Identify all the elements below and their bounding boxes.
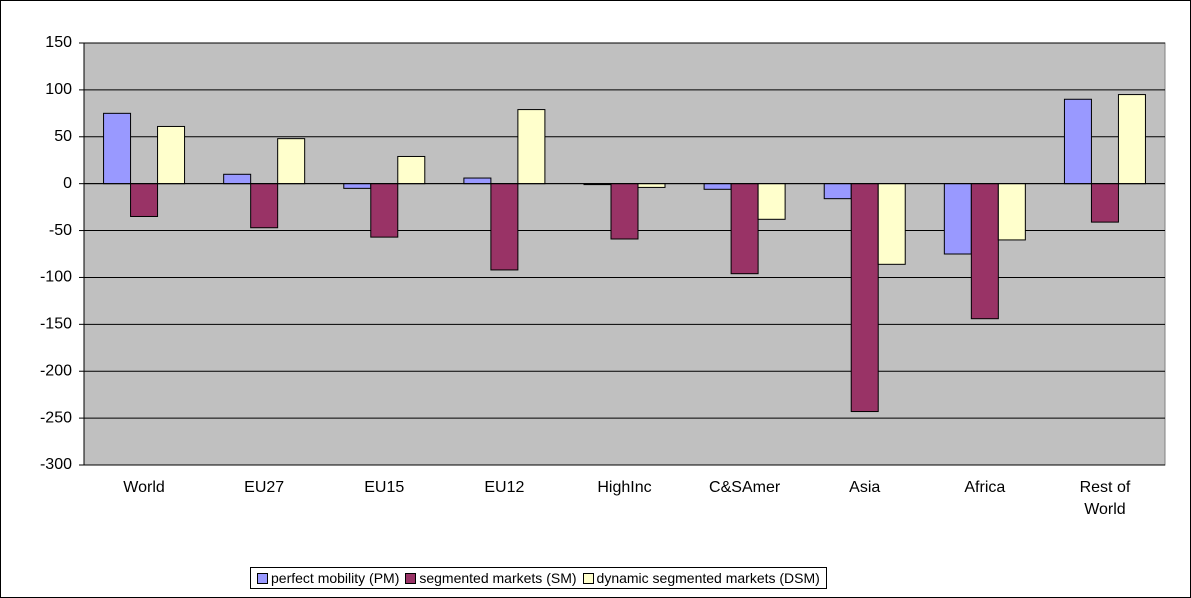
bar bbox=[730, 183, 759, 275]
legend-swatch bbox=[257, 572, 268, 584]
bar bbox=[517, 109, 546, 185]
legend: perfect mobility (PM) segmented markets (… bbox=[250, 567, 827, 589]
x-tick-label: HighInc bbox=[597, 479, 652, 496]
bar bbox=[943, 183, 972, 255]
legend-swatch bbox=[405, 572, 417, 584]
bar bbox=[490, 183, 519, 271]
x-tick-label: World bbox=[123, 479, 165, 496]
legend-item: perfect mobility (PM) bbox=[257, 570, 399, 586]
y-tick-label: -50 bbox=[49, 222, 72, 239]
plot-area bbox=[83, 42, 1166, 466]
y-tick-label: -100 bbox=[40, 269, 72, 286]
bar bbox=[997, 183, 1026, 241]
y-tick-label: -300 bbox=[40, 456, 72, 473]
legend-label: segmented markets (SM) bbox=[419, 570, 577, 586]
y-tick-label: 100 bbox=[45, 81, 72, 98]
bar bbox=[103, 112, 132, 185]
bar bbox=[1090, 183, 1119, 223]
x-tick-label: Rest of World bbox=[1079, 479, 1131, 518]
bar bbox=[823, 183, 852, 200]
bar bbox=[1117, 94, 1146, 185]
x-tick-label: EU15 bbox=[364, 479, 405, 496]
bar bbox=[637, 183, 666, 188]
y-tick-label: -200 bbox=[40, 362, 72, 379]
y-tick-label: 0 bbox=[63, 175, 72, 192]
legend-label: perfect mobility (PM) bbox=[271, 570, 400, 586]
bar bbox=[223, 173, 252, 185]
y-tick-label: 150 bbox=[45, 34, 72, 51]
bar bbox=[757, 183, 786, 220]
y-tick-label: -150 bbox=[40, 316, 72, 333]
bar bbox=[703, 183, 732, 190]
x-tick-label: EU12 bbox=[484, 479, 525, 496]
legend-label: dynamic segmented markets (DSM) bbox=[596, 570, 820, 586]
legend-item: segmented markets (SM) bbox=[405, 570, 577, 586]
x-tick-label: C&SAmer bbox=[709, 479, 781, 496]
y-tick-label: 50 bbox=[54, 128, 72, 145]
bar bbox=[397, 155, 426, 185]
x-tick-label: Asia bbox=[849, 479, 881, 496]
bar bbox=[970, 183, 999, 320]
x-tick-label: Africa bbox=[964, 479, 1006, 496]
bar bbox=[277, 138, 306, 185]
bar bbox=[250, 183, 279, 229]
legend-item: dynamic segmented markets (DSM) bbox=[582, 570, 820, 586]
bar bbox=[877, 183, 906, 265]
bar bbox=[610, 183, 639, 240]
bar bbox=[343, 183, 372, 189]
bar bbox=[463, 177, 492, 185]
legend-swatch bbox=[582, 572, 594, 584]
bar bbox=[157, 125, 186, 185]
bar bbox=[850, 183, 879, 413]
bar bbox=[130, 183, 159, 217]
bar bbox=[370, 183, 399, 238]
y-tick-label: -250 bbox=[40, 409, 72, 426]
bar bbox=[1063, 98, 1092, 185]
x-tick-label: EU27 bbox=[244, 479, 285, 496]
